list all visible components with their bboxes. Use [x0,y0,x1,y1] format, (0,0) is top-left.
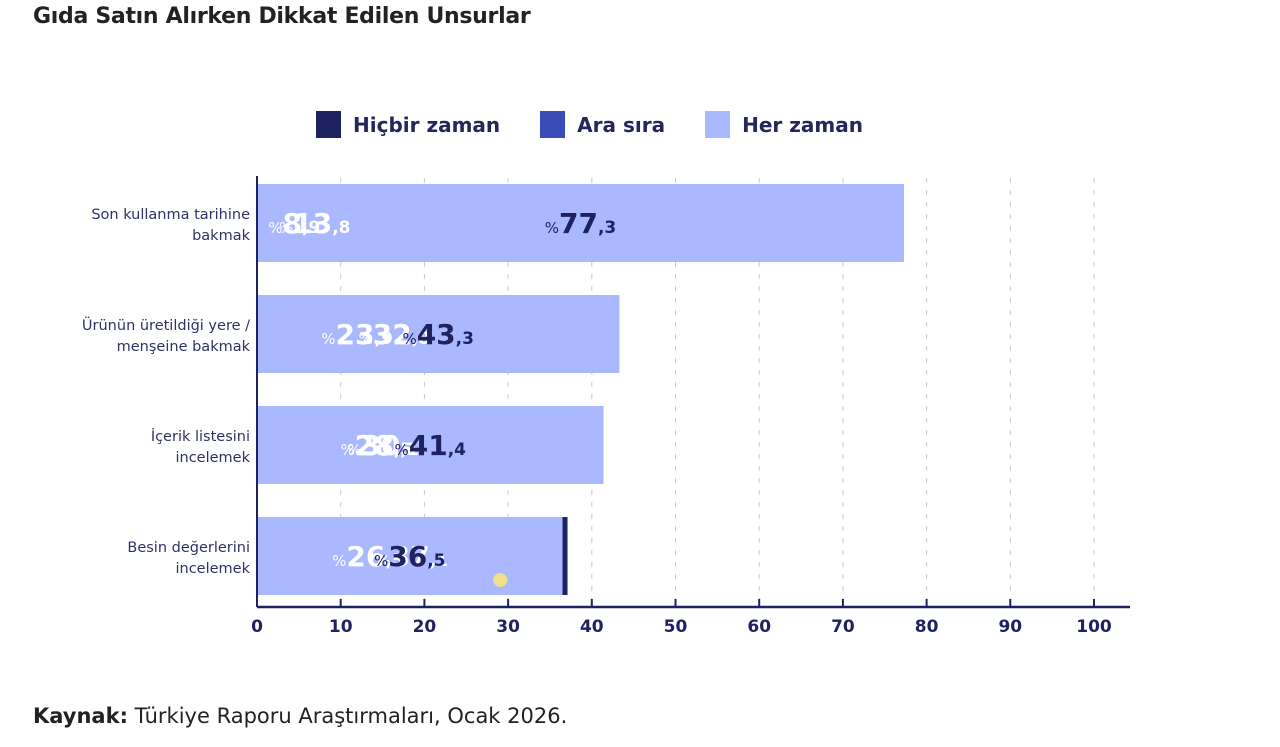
bar-segment [257,406,604,484]
bars [257,184,905,595]
category-label: Ürünün üretildiği yere / menşeine bakmak [82,316,251,355]
x-tick-label: 0 [251,617,263,637]
bar-segment [257,517,563,595]
data-label: %43,3 [402,318,474,351]
x-tick-label: 90 [998,617,1022,637]
source-text: Türkiye Raporu Araştırmaları, Ocak 2026. [134,704,568,728]
legend-label-always: Her zaman [742,112,863,137]
data-label: %13,8 [279,207,351,240]
legend-swatch-always [705,111,731,138]
bar-segment [257,295,620,373]
chart-legend: Hiçbir zaman Ara sıra Her zaman [316,111,903,138]
x-tick-label: 80 [915,617,939,637]
value-labels: %8,9%13,8 %77,3 %32,8%23,9 %43,3 %28,5%30,1%… [268,207,616,573]
source-label: Kaynak: [33,704,128,728]
x-tick-label: 60 [747,617,771,637]
data-label: %23,9 [321,318,393,351]
bar-segment [257,184,905,262]
data-label: %77,3 [545,207,617,240]
data-label: %37,1 [376,540,448,573]
category-label: Besin değerlerini incelemek [127,540,250,577]
data-label: %30,1 [347,429,419,462]
legend-swatch-never [316,111,341,138]
x-tick-label: 10 [329,617,353,637]
data-label: %26,5 [332,540,404,573]
source-note: Kaynak: Türkiye Raporu Araştırmaları, Oc… [33,704,567,728]
legend-item-always: Her zaman [705,111,863,138]
x-tick-label: 50 [664,617,688,637]
legend-swatch-sometimes [540,111,566,138]
legend-item-never: Hiçbir zaman [316,111,500,138]
marker-dot [493,573,508,587]
x-axis: 0 10 20 30 40 50 60 70 80 90 100 [251,176,1130,637]
data-label: %36,5 [374,540,446,573]
data-label: %28,5 [341,429,413,462]
x-tick-label: 30 [496,617,520,637]
category-label: İçerik listesini incelemek [151,427,251,466]
legend-label-never: Hiçbir zaman [353,112,501,137]
data-label: %8,9 [268,207,320,240]
x-tick-label: 20 [413,617,437,637]
page-title: Gıda Satın Alırken Dikkat Edilen Unsurla… [33,4,531,29]
x-tick-label: 100 [1076,617,1112,637]
data-label: %32,8 [359,318,431,351]
category-label: Son kullanma tarihine bakmak [91,207,250,244]
x-tick-label: 40 [580,617,604,637]
legend-label-sometimes: Ara sıra [577,112,666,137]
data-label: %41,4 [394,429,466,462]
annotations [493,573,508,587]
legend-item-sometimes: Ara sıra [540,111,665,138]
x-tick-label: 70 [831,617,855,637]
category-labels: Son kullanma tarihine bakmak Ürünün üretil… [82,207,251,577]
